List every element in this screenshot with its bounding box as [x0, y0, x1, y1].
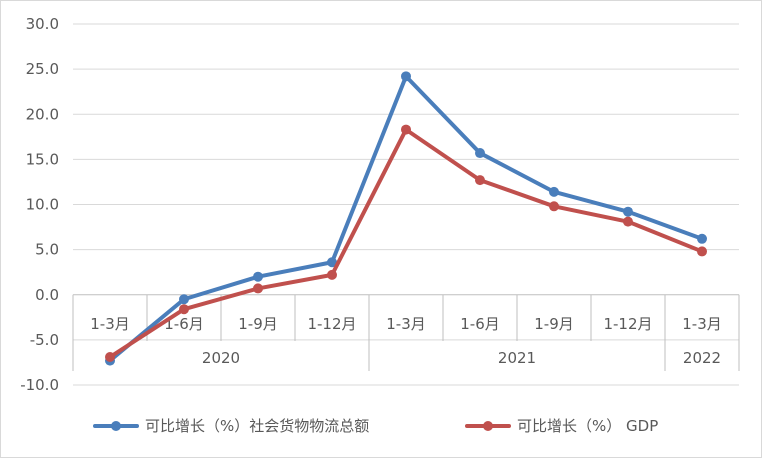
category-label: 1-12月: [603, 315, 652, 333]
y-tick-label: 25.0: [26, 60, 59, 78]
category-label: 1-6月: [460, 315, 500, 333]
year-label: 2020: [202, 349, 240, 367]
y-tick-label: 5.0: [35, 241, 59, 259]
category-label: 1-9月: [238, 315, 278, 333]
category-label: 1-9月: [534, 315, 574, 333]
data-point: [697, 233, 707, 244]
gridlines: [73, 23, 739, 386]
data-point: [179, 294, 189, 305]
data-point: [475, 148, 485, 159]
category-label: 1-3月: [386, 315, 426, 333]
y-tick-label: -5.0: [30, 331, 59, 349]
data-point: [253, 283, 263, 294]
y-tick-label: -10.0: [20, 376, 59, 394]
y-tick-label: 30.0: [26, 15, 59, 33]
data-point: [179, 304, 189, 315]
series-lines: [105, 71, 707, 366]
data-point: [549, 186, 559, 197]
data-point: [401, 124, 411, 135]
year-label: 2021: [498, 349, 536, 367]
data-point: [253, 271, 263, 282]
year-label: 2022: [683, 349, 721, 367]
data-point: [697, 246, 707, 257]
category-label: 1-3月: [90, 315, 130, 333]
category-label: 1-6月: [164, 315, 204, 333]
x-axis: 1-3月 1-6月 1-9月 1-12月 1-3月 1-6月 1-9月 1-12月 1-3月 20…: [72, 294, 740, 371]
legend-label: 可比增长（%）社会货物物流总额: [145, 417, 369, 435]
data-point: [327, 269, 337, 280]
data-point: [549, 201, 559, 212]
legend-label: 可比增长（%） GDP: [517, 417, 658, 435]
legend: 可比增长（%）社会货物物流总额 可比增长（%） GDP: [93, 417, 658, 435]
legend-marker: [483, 421, 493, 431]
category-label: 1-12月: [307, 315, 356, 333]
y-tick-label: 20.0: [26, 105, 59, 123]
data-point: [475, 175, 485, 186]
y-axis: 30.0 25.0 20.0 15.0 10.0 5.0 0.0 -5.0 -10.0: [20, 15, 59, 394]
category-label: 1-3月: [682, 315, 722, 333]
legend-marker: [111, 421, 121, 431]
data-point: [327, 257, 337, 268]
data-point: [105, 352, 115, 363]
data-point: [401, 71, 411, 82]
y-tick-label: 10.0: [26, 196, 59, 214]
data-point: [623, 206, 633, 217]
data-point: [623, 216, 633, 227]
y-tick-label: 15.0: [26, 150, 59, 168]
y-tick-label: 0.0: [35, 286, 59, 304]
